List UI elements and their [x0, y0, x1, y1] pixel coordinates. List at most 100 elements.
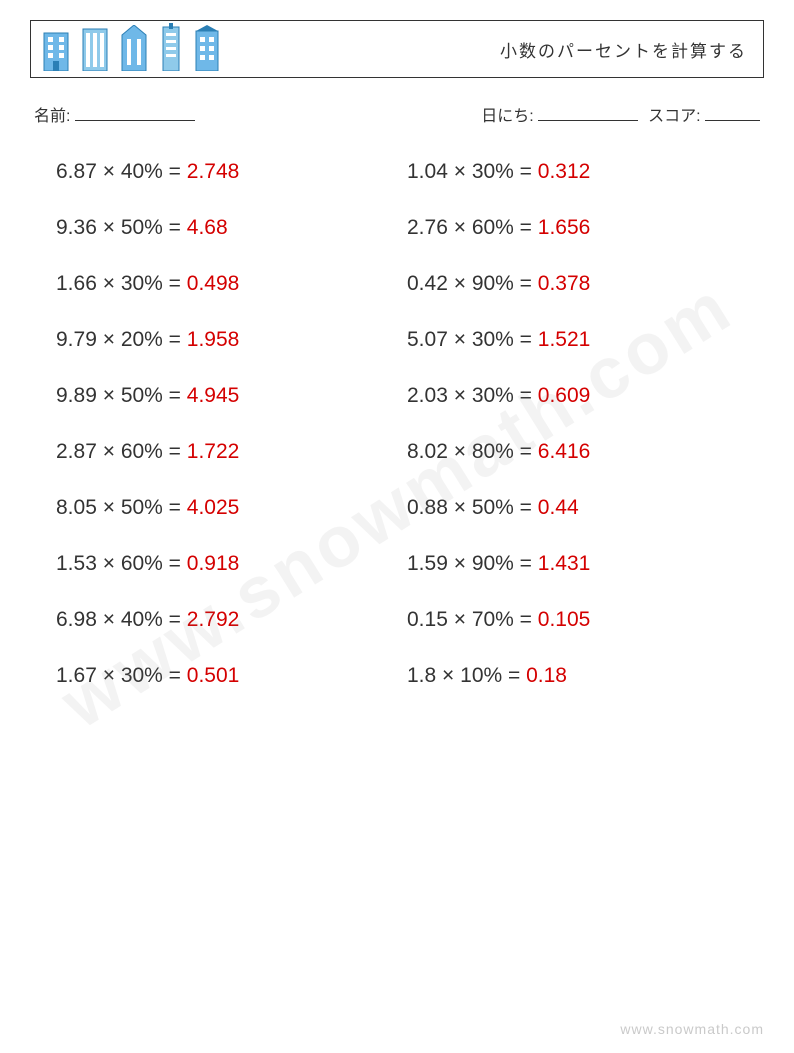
date-blank — [538, 105, 638, 121]
answer: 0.501 — [187, 664, 240, 687]
percent: 30% — [472, 160, 514, 183]
answer: 0.44 — [538, 496, 579, 519]
percent: 60% — [472, 216, 514, 239]
answer: 0.609 — [538, 384, 591, 407]
date-label: 日にち: — [481, 108, 533, 125]
header-box: 小数のパーセントを計算する — [30, 20, 764, 78]
operand: 1.59 — [407, 552, 448, 575]
problem: 6.87 × 40% = 2.748 — [56, 160, 387, 184]
answer: 0.918 — [187, 552, 240, 575]
percent: 40% — [121, 160, 163, 183]
building-icon — [119, 25, 149, 76]
answer: 2.792 — [187, 608, 240, 631]
problem: 8.05 × 50% = 4.025 — [56, 496, 387, 520]
operand: 0.42 — [407, 272, 448, 295]
problem: 8.02 × 80% = 6.416 — [407, 440, 738, 464]
name-field: 名前: — [34, 102, 195, 126]
problem: 2.87 × 60% = 1.722 — [56, 440, 387, 464]
percent: 80% — [472, 440, 514, 463]
percent: 50% — [121, 384, 163, 407]
score-label: スコア: — [648, 108, 700, 125]
operand: 6.87 — [56, 160, 97, 183]
operand: 9.89 — [56, 384, 97, 407]
score-blank — [705, 105, 760, 121]
answer: 1.521 — [538, 328, 591, 351]
operand: 0.15 — [407, 608, 448, 631]
answer: 0.498 — [187, 272, 240, 295]
operand: 2.87 — [56, 440, 97, 463]
problem: 1.67 × 30% = 0.501 — [56, 664, 387, 688]
percent: 30% — [121, 272, 163, 295]
operand: 2.03 — [407, 384, 448, 407]
operand: 1.04 — [407, 160, 448, 183]
answer: 0.105 — [538, 608, 591, 631]
operand: 0.88 — [407, 496, 448, 519]
building-icon — [81, 27, 109, 76]
percent: 30% — [121, 664, 163, 687]
percent: 50% — [121, 216, 163, 239]
percent: 90% — [472, 272, 514, 295]
problem: 2.03 × 30% = 0.609 — [407, 384, 738, 408]
percent: 40% — [121, 608, 163, 631]
problem: 1.59 × 90% = 1.431 — [407, 552, 738, 576]
problem: 1.04 × 30% = 0.312 — [407, 160, 738, 184]
name-blank — [75, 105, 195, 121]
operand: 9.36 — [56, 216, 97, 239]
answer: 2.748 — [187, 160, 240, 183]
percent: 30% — [472, 328, 514, 351]
answer: 1.958 — [187, 328, 240, 351]
answer: 4.025 — [187, 496, 240, 519]
percent: 20% — [121, 328, 163, 351]
answer: 1.656 — [538, 216, 591, 239]
percent: 70% — [472, 608, 514, 631]
problem: 2.76 × 60% = 1.656 — [407, 216, 738, 240]
problem: 0.15 × 70% = 0.105 — [407, 608, 738, 632]
problem: 9.89 × 50% = 4.945 — [56, 384, 387, 408]
problem: 0.42 × 90% = 0.378 — [407, 272, 738, 296]
problem: 9.79 × 20% = 1.958 — [56, 328, 387, 352]
answer: 6.416 — [538, 440, 591, 463]
percent: 50% — [472, 496, 514, 519]
problem: 1.66 × 30% = 0.498 — [56, 272, 387, 296]
problem: 5.07 × 30% = 1.521 — [407, 328, 738, 352]
operand: 5.07 — [407, 328, 448, 351]
operand: 2.76 — [407, 216, 448, 239]
answer: 0.18 — [526, 664, 567, 687]
operand: 1.67 — [56, 664, 97, 687]
building-icon — [41, 29, 71, 76]
operand: 1.66 — [56, 272, 97, 295]
info-row: 名前: 日にち: スコア: — [30, 102, 764, 126]
operand: 8.02 — [407, 440, 448, 463]
operand: 8.05 — [56, 496, 97, 519]
operand: 6.98 — [56, 608, 97, 631]
date-field: 日にち: — [481, 102, 638, 126]
percent: 60% — [121, 440, 163, 463]
footer-url: www.snowmath.com — [620, 1021, 764, 1037]
percent: 50% — [121, 496, 163, 519]
percent: 60% — [121, 552, 163, 575]
score-field: スコア: — [648, 102, 760, 126]
answer: 4.945 — [187, 384, 240, 407]
answer: 4.68 — [187, 216, 228, 239]
operand: 1.53 — [56, 552, 97, 575]
problem: 1.53 × 60% = 0.918 — [56, 552, 387, 576]
problems-grid: 6.87 × 40% = 2.748 1.04 × 30% = 0.312 9.36… — [30, 160, 764, 688]
worksheet-title: 小数のパーセントを計算する — [500, 37, 747, 62]
answer: 0.378 — [538, 272, 591, 295]
problem: 1.8 × 10% = 0.18 — [407, 664, 738, 688]
operand: 1.8 — [407, 664, 436, 687]
percent: 90% — [472, 552, 514, 575]
problem: 6.98 × 40% = 2.792 — [56, 608, 387, 632]
answer: 0.312 — [538, 160, 591, 183]
answer: 1.431 — [538, 552, 591, 575]
percent: 30% — [472, 384, 514, 407]
operand: 9.79 — [56, 328, 97, 351]
building-icon — [159, 23, 183, 76]
building-icon — [193, 25, 221, 76]
problem: 0.88 × 50% = 0.44 — [407, 496, 738, 520]
percent: 10% — [460, 664, 502, 687]
answer: 1.722 — [187, 440, 240, 463]
name-label: 名前: — [34, 108, 70, 125]
problem: 9.36 × 50% = 4.68 — [56, 216, 387, 240]
buildings-icon-group — [41, 23, 221, 76]
